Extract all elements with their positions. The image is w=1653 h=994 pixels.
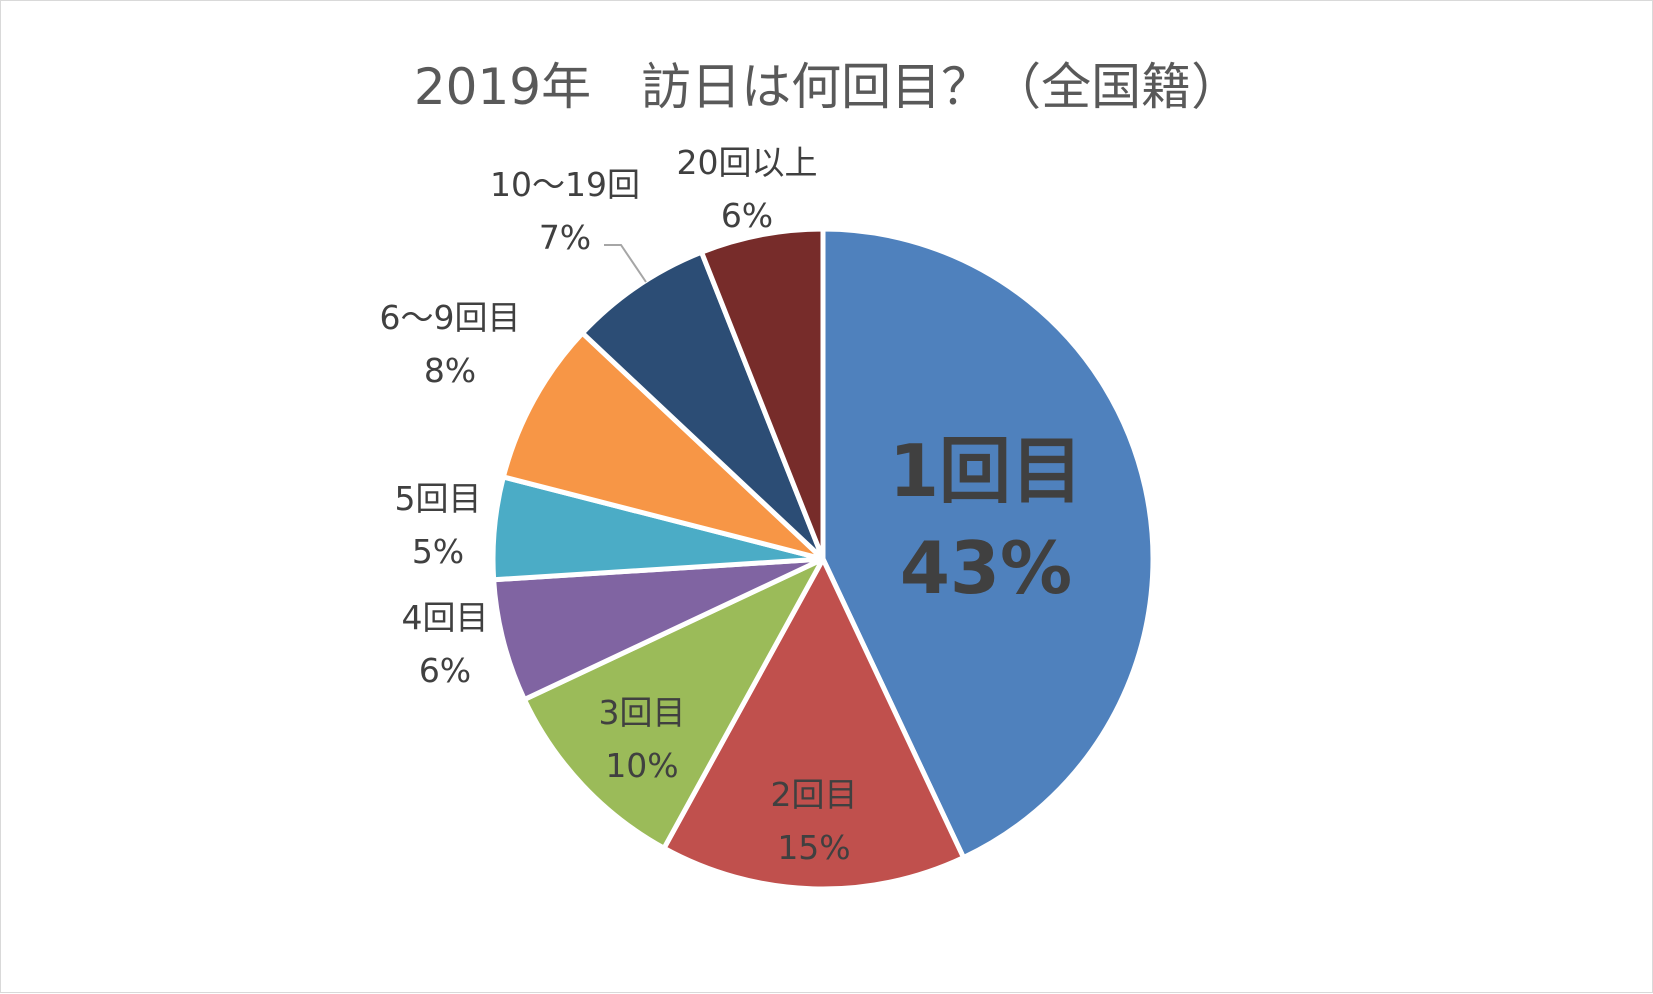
pie-slice [500,330,826,562]
pie-slice [521,556,826,851]
slice-category-label: 5回目 [395,479,482,518]
pie-slice [661,556,967,892]
slice-category-label: 4回目 [402,598,489,637]
slice-percent-label: 7% [539,218,591,257]
slice-percent-label: 6% [721,196,773,235]
slice-percent-label: 10% [605,746,678,785]
slice-percent-label: 43% [900,526,1072,610]
data-labels: 1回目 43% 2回目 15% 3回目 10% 4回目 6% 5回目 5% 6～9回目 8% 10～19… [380,143,1084,867]
slice-percent-label: 5% [412,532,464,571]
slice-percent-label: 15% [777,828,850,867]
slice-percent-label: 6% [419,651,471,690]
slice-category-label: 6～9回目 [380,298,521,337]
slice-category-label: 3回目 [599,693,686,732]
chart-title: 2019年 訪日は何回目？（全国籍） [413,58,1242,116]
pie-slice [699,226,826,562]
pie-slice [579,249,826,562]
leader-line [604,244,647,283]
slice-category-label: 2回目 [771,775,858,814]
slice-category-label: 10～19回 [490,165,640,204]
pie-slice [820,226,1156,861]
slice-category-label: 20回以上 [677,143,818,182]
slice-percent-label: 8% [424,351,476,390]
pie-slices [490,226,1156,892]
slice-category-label: 1回目 [889,429,1083,513]
